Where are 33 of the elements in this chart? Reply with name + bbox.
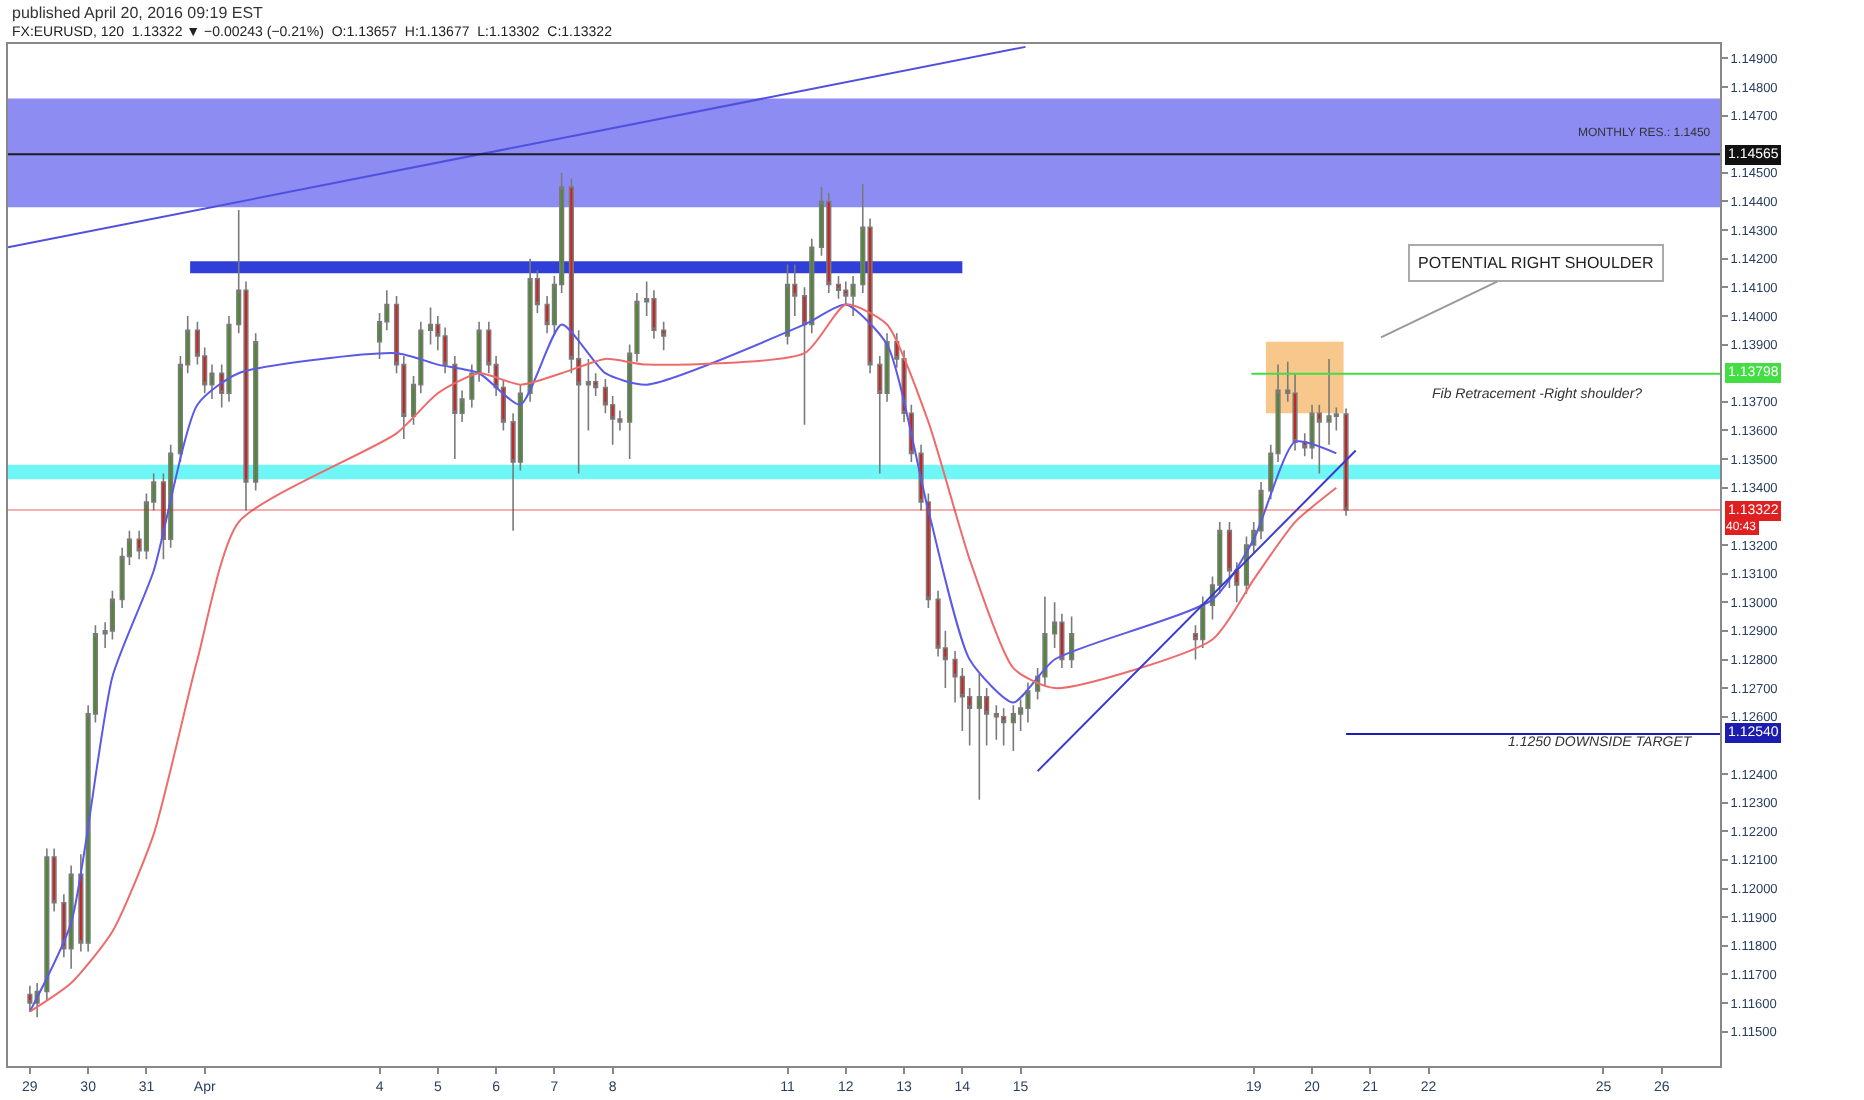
candlestick <box>226 315 232 403</box>
candlestick <box>826 192 832 294</box>
candlestick <box>651 289 657 340</box>
candlestick <box>993 704 999 741</box>
candlestick <box>850 275 856 317</box>
candlestick <box>835 275 842 300</box>
candlestick <box>68 864 74 970</box>
candlestick <box>427 306 434 346</box>
candlestick <box>527 257 533 403</box>
candlestick <box>1326 358 1332 446</box>
line-series <box>28 303 1338 1013</box>
candlestick <box>661 320 667 352</box>
candlestick <box>585 358 591 432</box>
candlestick <box>1343 407 1349 517</box>
candlestick <box>1234 561 1240 604</box>
candlestick <box>1025 681 1031 724</box>
candlestick <box>44 847 50 1001</box>
annotation: POTENTIAL RIGHT SHOULDER <box>1418 254 1655 272</box>
candlestick <box>253 332 259 492</box>
candlestick <box>109 589 115 641</box>
candlestick <box>1001 707 1007 747</box>
candlestick <box>1316 403 1322 475</box>
chart-subtitle: published April 20, 2016 09:19 EST <box>12 4 264 22</box>
candlestick <box>476 320 482 383</box>
candlestick <box>784 263 791 346</box>
candlestick <box>1069 615 1075 669</box>
candlestick <box>27 985 33 1013</box>
candlestick <box>1226 521 1233 589</box>
candlestick <box>1042 595 1048 687</box>
candlestick <box>469 363 475 409</box>
candlestick <box>1010 704 1016 752</box>
candlestick <box>452 355 458 460</box>
candlestick <box>976 673 982 801</box>
